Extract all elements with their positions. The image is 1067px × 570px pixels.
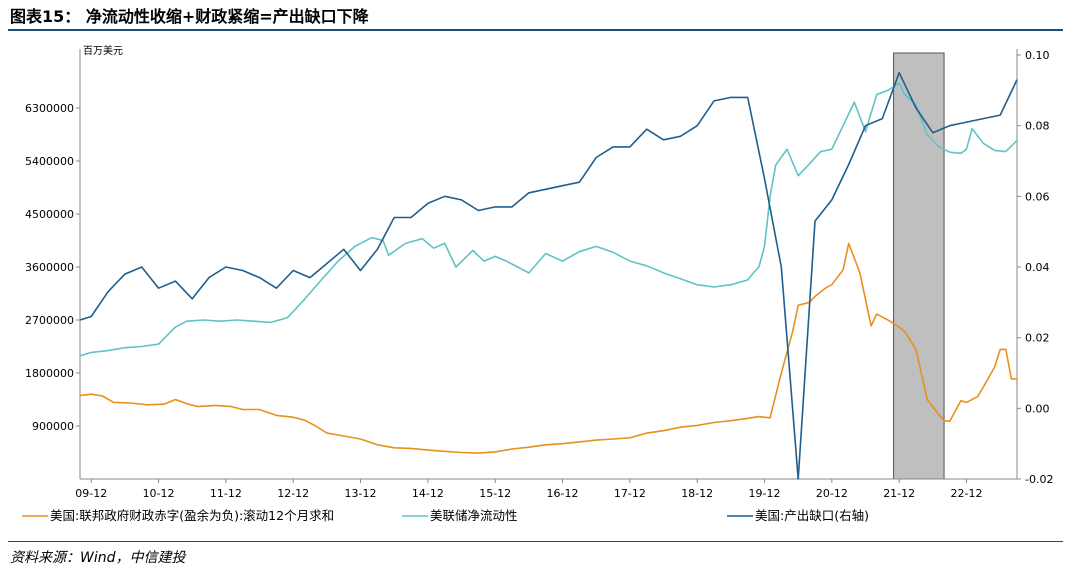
source-rule (8, 541, 1063, 542)
series-line-1 (79, 242, 1017, 454)
right-tick-label: -0.02 (1025, 473, 1053, 486)
left-tick-label: 2700000 (25, 314, 74, 327)
right-tick-label: 0.10 (1025, 49, 1050, 62)
shaded-region (893, 52, 945, 480)
x-tick-label: 15-12 (479, 487, 511, 500)
left-tick-label: 4500000 (25, 208, 74, 221)
left-tick-label: 900000 (32, 420, 74, 433)
x-tick-label: 19-12 (749, 487, 781, 500)
x-tick-label: 09-12 (75, 487, 107, 500)
x-tick-label: 20-12 (816, 487, 848, 500)
x-tick-label: 18-12 (681, 487, 713, 500)
x-tick-label: 10-12 (143, 487, 175, 500)
left-tick-label: 3600000 (25, 261, 74, 274)
title-rule (8, 29, 1063, 31)
left-tick-label: 5400000 (25, 155, 74, 168)
legend-label-1: 美国:联邦政府财政赤字(盈余为负):滚动12个月求和 (50, 508, 334, 523)
x-tick-label: 17-12 (614, 487, 646, 500)
source-note: 资料来源：Wind，中信建投 (10, 550, 186, 566)
x-tick-label: 16-12 (547, 487, 579, 500)
right-tick-label: 0.00 (1025, 402, 1050, 415)
x-tick-label: 21-12 (883, 487, 915, 500)
right-tick-label: 0.06 (1025, 190, 1050, 203)
x-tick-label: 14-12 (412, 487, 444, 500)
right-tick-label: 0.04 (1025, 261, 1050, 274)
left-tick-label: 6300000 (25, 102, 74, 115)
right-tick-label: 0.08 (1025, 120, 1050, 133)
series-line-2 (79, 82, 1018, 357)
legend-label-2: 美联储净流动性 (430, 508, 518, 523)
series-line-3 (79, 71, 1018, 480)
left-axis-unit: 百万美元 (83, 44, 123, 57)
x-tick-label: 13-12 (345, 487, 377, 500)
chart: 百万美元 900000 1800000 2700000 3600000 4500000 54… (22, 44, 1053, 523)
left-tick-label: 1800000 (25, 367, 74, 380)
x-tick-label: 12-12 (277, 487, 309, 500)
figure-title: 图表15： 净流动性收缩+财政紧缩=产出缺口下降 (10, 7, 369, 26)
right-tick-label: 0.02 (1025, 332, 1050, 345)
legend-label-3: 美国:产出缺口(右轴) (755, 508, 869, 523)
x-tick-label: 11-12 (210, 487, 242, 500)
x-tick-label: 22-12 (951, 487, 983, 500)
